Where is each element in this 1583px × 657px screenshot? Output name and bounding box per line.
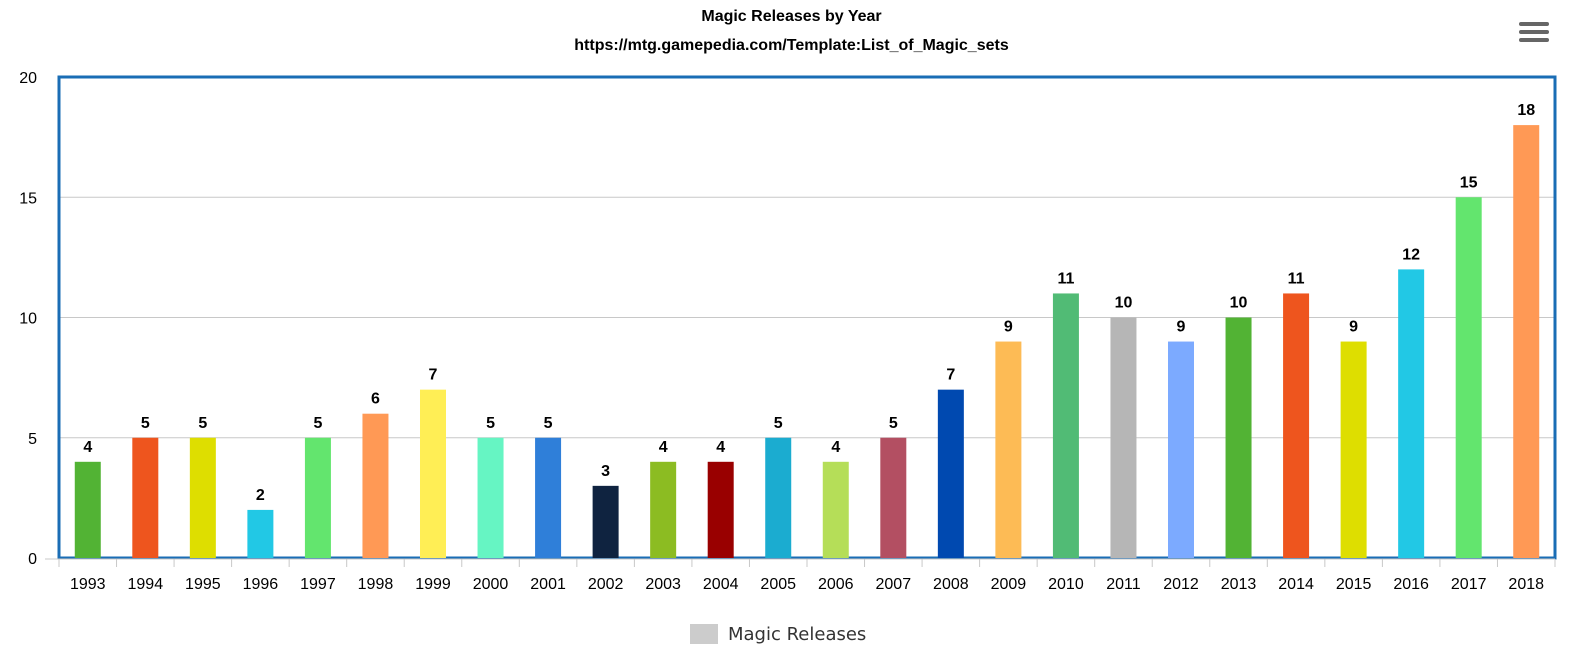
legend-item[interactable]: Magic Releases [690, 622, 866, 646]
data-label: 3 [601, 463, 610, 480]
data-label: 12 [1402, 246, 1420, 263]
data-label: 9 [1349, 319, 1358, 336]
data-label: 5 [198, 415, 207, 432]
data-label: 5 [889, 415, 898, 432]
bar [535, 437, 562, 558]
x-tick-label: 2001 [530, 576, 566, 593]
menu-icon-bar [1519, 38, 1549, 42]
x-tick-label: 2007 [876, 576, 912, 593]
data-label: 6 [371, 391, 380, 408]
data-label: 4 [831, 439, 840, 456]
x-tick-label: 1997 [300, 576, 336, 593]
x-tick-label: 2017 [1451, 576, 1487, 593]
data-label: 5 [774, 415, 783, 432]
data-label: 5 [544, 415, 553, 432]
data-label: 5 [486, 415, 495, 432]
legend-label: Magic Releases [728, 623, 867, 645]
x-tick-label: 2005 [760, 576, 796, 593]
x-tick-label: 1994 [128, 576, 164, 593]
x-tick-label: 2016 [1393, 576, 1429, 593]
bar [1110, 317, 1137, 558]
bar [707, 461, 734, 558]
data-label: 10 [1115, 295, 1133, 312]
data-label: 10 [1230, 295, 1248, 312]
bar [1455, 197, 1482, 558]
bar [1283, 293, 1310, 558]
x-tick-label: 1999 [415, 576, 451, 593]
x-tick-label: 2000 [473, 576, 509, 593]
bar [822, 461, 849, 558]
bar [650, 461, 677, 558]
bar [304, 437, 331, 558]
x-tick-label: 2014 [1278, 576, 1314, 593]
x-tick-label: 2003 [645, 576, 681, 593]
data-label: 11 [1288, 270, 1305, 287]
x-tick-label: 2011 [1106, 576, 1141, 593]
chart-subtitle: https://mtg.gamepedia.com/Template:List_… [574, 37, 1009, 54]
menu-icon-bar [1519, 22, 1549, 26]
x-tick-label: 1993 [70, 576, 106, 593]
x-tick-label: 1998 [358, 576, 394, 593]
data-label: 11 [1057, 270, 1074, 287]
x-tick-label: 2004 [703, 576, 739, 593]
bar [592, 485, 619, 558]
x-tick-label: 2015 [1336, 576, 1372, 593]
bar [1513, 125, 1540, 558]
data-label: 2 [256, 487, 265, 504]
data-label: 15 [1460, 174, 1478, 191]
bar [247, 509, 274, 558]
data-label: 4 [659, 439, 668, 456]
bar [189, 437, 216, 558]
y-tick-label: 15 [19, 190, 37, 207]
bar [132, 437, 159, 558]
x-tick-label: 2010 [1048, 576, 1084, 593]
data-label: 5 [141, 415, 150, 432]
x-tick-label: 2008 [933, 576, 969, 593]
bar [937, 389, 964, 558]
chart-title: Magic Releases by Year [701, 8, 882, 25]
x-tick-label: 2018 [1508, 576, 1544, 593]
data-label: 5 [313, 415, 322, 432]
x-tick-label: 2006 [818, 576, 854, 593]
x-tick-label: 2013 [1221, 576, 1257, 593]
y-tick-label: 0 [28, 551, 37, 568]
x-tick-label: 2012 [1163, 576, 1199, 593]
y-tick-label: 10 [19, 311, 37, 328]
data-label: 7 [429, 367, 438, 384]
bar [1398, 269, 1425, 558]
bar [765, 437, 792, 558]
y-tick-label: 20 [19, 70, 37, 87]
bar [880, 437, 907, 558]
bar [995, 341, 1022, 558]
legend-swatch [690, 624, 718, 644]
bar [1052, 293, 1079, 558]
x-tick-label: 2002 [588, 576, 624, 593]
bar [420, 389, 446, 558]
bar [477, 437, 504, 558]
menu-icon-bar [1519, 30, 1549, 34]
y-tick-label: 5 [28, 431, 37, 448]
data-label: 7 [946, 367, 955, 384]
plot-border [57, 75, 1557, 560]
data-label: 9 [1004, 319, 1013, 336]
bar [1225, 317, 1252, 558]
data-label: 4 [83, 439, 92, 456]
x-tick-label: 2009 [991, 576, 1027, 593]
x-tick-label: 1995 [185, 576, 221, 593]
bar [1168, 341, 1194, 558]
bar [74, 461, 101, 558]
data-label: 18 [1517, 102, 1535, 119]
bar [362, 413, 389, 558]
x-tick-label: 1996 [243, 576, 279, 593]
data-label: 4 [716, 439, 725, 456]
bar [1340, 341, 1367, 558]
data-label: 9 [1177, 319, 1186, 336]
menu-icon[interactable] [1519, 22, 1549, 44]
